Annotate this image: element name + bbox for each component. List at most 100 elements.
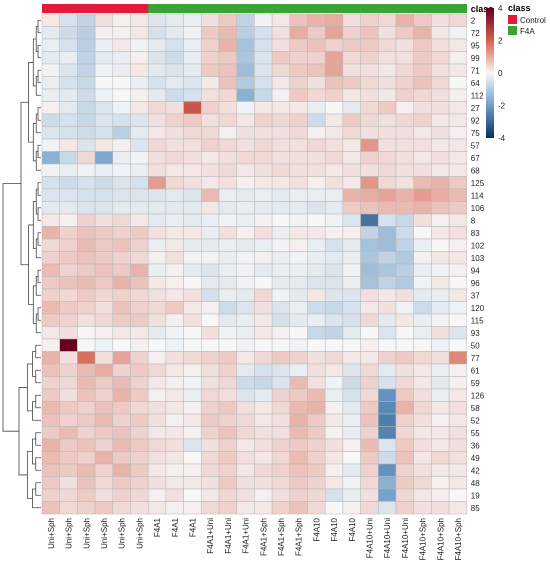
heatmap-cell xyxy=(147,463,167,477)
heatmap-cell xyxy=(236,101,255,115)
heatmap-cell xyxy=(431,188,450,202)
heatmap-cell xyxy=(41,101,60,115)
heatmap-cell xyxy=(271,163,291,177)
heatmap-cell xyxy=(218,288,237,302)
heatmap-cell xyxy=(378,251,397,265)
heatmap-cell xyxy=(413,476,432,490)
heatmap-cell xyxy=(254,451,273,465)
heatmap-cell xyxy=(77,338,96,352)
heatmap-cell xyxy=(201,288,220,302)
heatmap-cell xyxy=(360,213,379,227)
heatmap-cell xyxy=(201,501,220,515)
heatmap-cell xyxy=(147,38,167,52)
heatmap-cell xyxy=(130,13,149,27)
heatmap-cell xyxy=(77,188,96,202)
heatmap-cell xyxy=(94,126,114,140)
heatmap-cell xyxy=(431,151,450,165)
heatmap-cell xyxy=(254,176,273,190)
heatmap-cell xyxy=(324,413,344,427)
heatmap-cell xyxy=(271,13,291,27)
heatmap-cell xyxy=(448,251,468,265)
heatmap-cell xyxy=(147,76,167,90)
heatmap-cell xyxy=(112,13,131,27)
heatmap-cell xyxy=(360,313,379,327)
heatmap-cell xyxy=(413,201,432,215)
heatmap-cell xyxy=(59,138,78,152)
heatmap-cell xyxy=(289,476,308,490)
heatmap-cell xyxy=(183,63,202,77)
class-bar-cell xyxy=(307,4,326,13)
heatmap-cell xyxy=(41,201,60,215)
heatmap-cell xyxy=(41,276,60,290)
heatmap-cell xyxy=(112,151,131,165)
heatmap-cell xyxy=(289,238,308,252)
heatmap-cell xyxy=(289,276,308,290)
heatmap-cell xyxy=(324,263,344,277)
class-bar-cell xyxy=(219,4,237,13)
heatmap-cell xyxy=(324,276,344,290)
heatmap-cell xyxy=(254,88,273,102)
heatmap-cell xyxy=(130,488,149,502)
heatmap-cell xyxy=(413,351,432,365)
heatmap-cell xyxy=(130,388,149,402)
heatmap-cell xyxy=(271,401,291,415)
heatmap-cell xyxy=(165,13,184,27)
heatmap-cell xyxy=(236,451,255,465)
heatmap-cell xyxy=(41,63,60,77)
heatmap-cell xyxy=(431,201,450,215)
heatmap-cell xyxy=(289,188,308,202)
heatmap-cell xyxy=(342,251,361,265)
heatmap-cell xyxy=(94,463,114,477)
heatmap-cell xyxy=(59,126,78,140)
heatmap-cell xyxy=(395,338,414,352)
heatmap-cell xyxy=(183,38,202,52)
heatmap-cell xyxy=(218,401,237,415)
heatmap-cell xyxy=(183,451,202,465)
heatmap-cell xyxy=(77,213,96,227)
heatmap-cell xyxy=(289,63,308,77)
heatmap-cell xyxy=(307,463,326,477)
heatmap-cell xyxy=(342,51,361,65)
heatmap-cell xyxy=(289,151,308,165)
heatmap-cell xyxy=(431,401,450,415)
heatmap-cell xyxy=(147,313,167,327)
heatmap-cell xyxy=(41,401,60,415)
heatmap-cell xyxy=(165,463,184,477)
heatmap-cell xyxy=(59,288,78,302)
heatmap-cell xyxy=(59,426,78,440)
heatmap-cell xyxy=(395,301,414,315)
heatmap-cell xyxy=(360,201,379,215)
heatmap-cell xyxy=(94,38,114,52)
heatmap-cell xyxy=(342,388,361,402)
heatmap-cell xyxy=(94,288,114,302)
heatmap-cell xyxy=(378,451,397,465)
heatmap-cell xyxy=(448,13,468,27)
class-bar-cell xyxy=(396,4,414,13)
heatmap-cell xyxy=(147,451,167,465)
class-bar-cell xyxy=(254,4,273,13)
heatmap-cell xyxy=(324,438,344,452)
heatmap-cell xyxy=(307,401,326,415)
heatmap-cell xyxy=(289,163,308,177)
heatmap-cell xyxy=(183,401,202,415)
heatmap-cell xyxy=(112,113,131,127)
heatmap-cell xyxy=(307,426,326,440)
heatmap-cell xyxy=(307,338,326,352)
heatmap-cell xyxy=(413,451,432,465)
heatmap-cell xyxy=(41,388,60,402)
heatmap-cell xyxy=(218,151,237,165)
heatmap-cell xyxy=(201,313,220,327)
class-bar-cell xyxy=(59,4,78,13)
heatmap-cell xyxy=(413,138,432,152)
heatmap-cell xyxy=(378,151,397,165)
heatmap-cell xyxy=(183,201,202,215)
heatmap-cell xyxy=(59,301,78,315)
column-label: Uni+Sph xyxy=(135,518,144,549)
heatmap-cell xyxy=(236,501,255,515)
heatmap-cell xyxy=(431,476,450,490)
heatmap-cell xyxy=(77,401,96,415)
heatmap-cell xyxy=(431,63,450,77)
heatmap-cell xyxy=(112,388,131,402)
heatmap-cell xyxy=(307,413,326,427)
heatmap-cell xyxy=(41,26,60,40)
